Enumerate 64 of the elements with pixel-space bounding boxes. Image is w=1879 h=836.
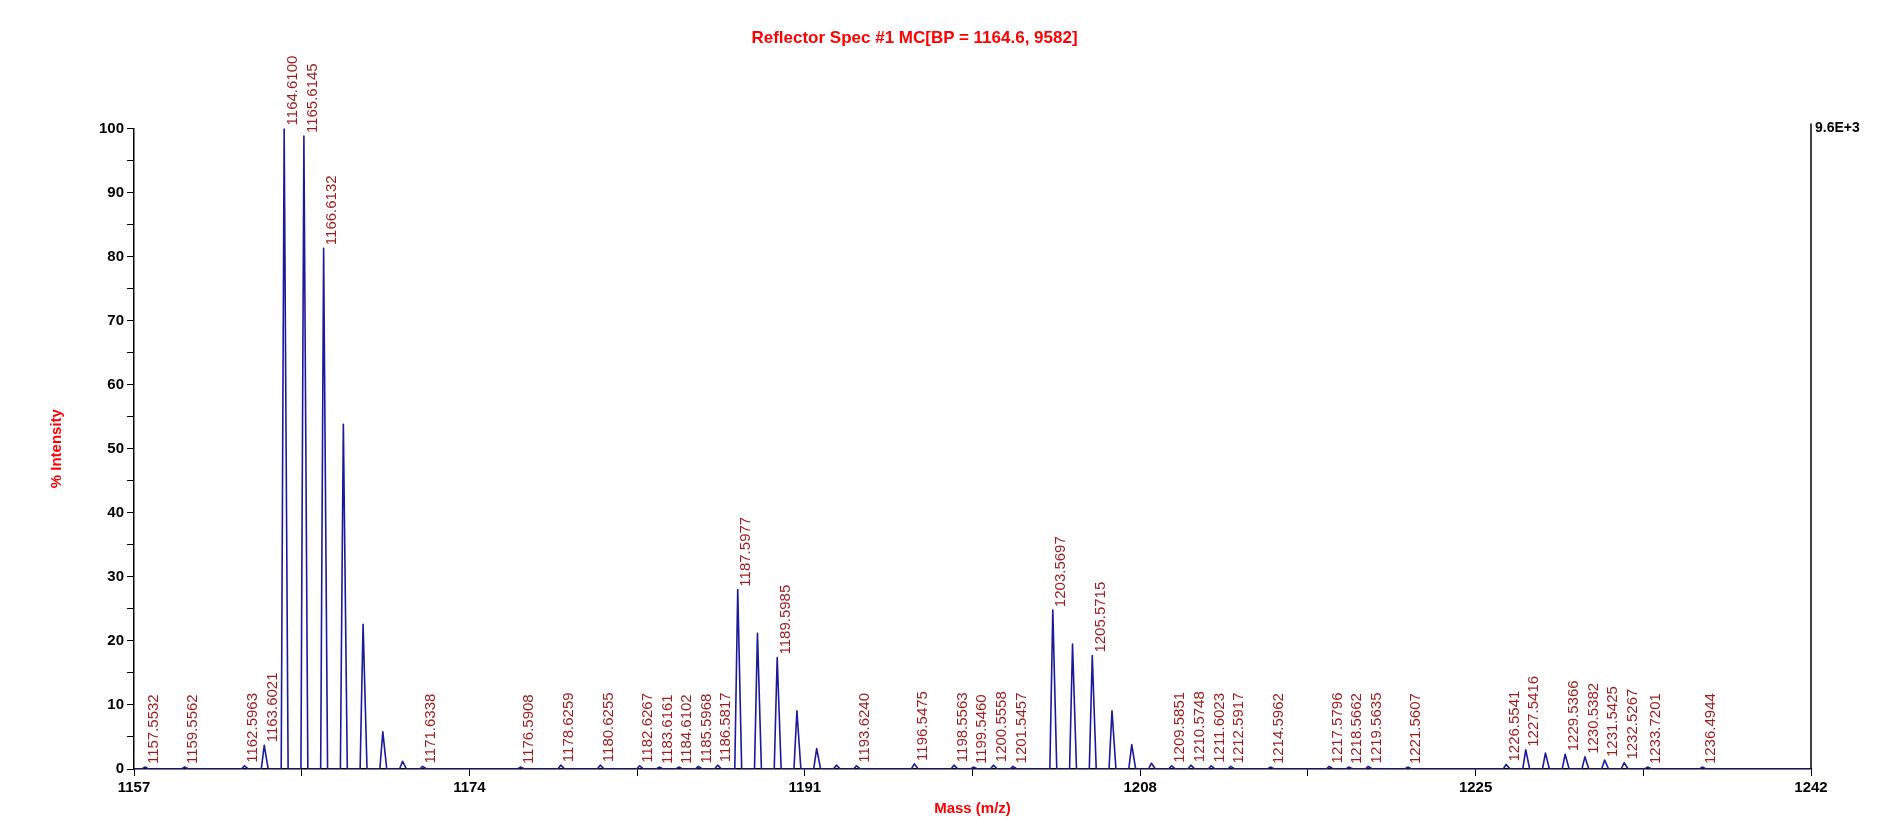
- annotation: 1165.6145: [302, 63, 320, 134]
- annotation: 1217.5796: [1327, 692, 1345, 764]
- x-axis-title: Mass (m/z): [934, 799, 1011, 817]
- annotation: 1219.5635: [1366, 692, 1384, 764]
- annotation: 1209.5851: [1170, 691, 1188, 763]
- annotation: 1162.5963: [243, 693, 261, 763]
- annotation: 1212.5917: [1229, 692, 1247, 764]
- annotation: 1211.6023: [1209, 693, 1227, 763]
- annotation: 1166.6132: [322, 175, 340, 246]
- y-tick-label: 40: [107, 502, 125, 520]
- x-tick-label: 1174: [453, 778, 487, 796]
- annotation: 1199.5460: [972, 694, 990, 765]
- annotation: 1229.5366: [1563, 680, 1581, 752]
- annotation: 1184.6102: [677, 694, 695, 765]
- annotation: 1171.6338: [421, 693, 439, 764]
- y-tick-label: 10: [107, 695, 125, 713]
- y-tick-label: 20: [107, 631, 125, 649]
- x-tick-label: 1157: [117, 778, 151, 796]
- annotation: 1186.5817: [716, 692, 734, 763]
- annotation: 1226.5541: [1504, 690, 1522, 762]
- y-tick-label: 50: [107, 438, 125, 456]
- annotation: 1236.4944: [1700, 693, 1718, 765]
- y-tick-label: 80: [107, 246, 125, 264]
- y-tick-label: 100: [99, 118, 125, 136]
- y-tick-label: 90: [107, 182, 125, 200]
- annotation: 1233.7201: [1646, 693, 1664, 765]
- annotation: 1182.6267: [638, 693, 656, 763]
- x-tick-label: 1225: [1458, 778, 1493, 796]
- y-tick-label: 30: [107, 566, 125, 584]
- chart-title: Reflector Spec #1 MC[BP = 1164.6, 9582]: [751, 27, 1078, 47]
- annotation: 1221.5607: [1406, 693, 1424, 765]
- annotation: 1198.5563: [952, 692, 970, 763]
- annotation: 1157.5532: [143, 694, 161, 765]
- annotation: 1227.5416: [1524, 675, 1542, 747]
- annotation: 1164.6100: [282, 55, 300, 126]
- annotation: 1232.5267: [1622, 688, 1640, 760]
- annotation: 1185.5968: [696, 693, 714, 764]
- annotation: 1183.6161: [657, 694, 675, 765]
- annotation: 1196.5475: [912, 691, 930, 761]
- annotation: 1205.5715: [1090, 581, 1108, 653]
- annotation: 1178.6259: [559, 692, 577, 763]
- annotation: 1230.5382: [1583, 682, 1601, 754]
- annotation: 1210.5748: [1189, 691, 1207, 763]
- annotation: 1176.5908: [519, 694, 537, 765]
- annotation: 1193.6240: [855, 693, 873, 763]
- y-tick-label: 0: [115, 759, 125, 777]
- y-tick-label: 60: [107, 374, 125, 392]
- annotation: 1201.5457: [1011, 692, 1029, 764]
- text: 9.6E+3: [1815, 119, 1860, 136]
- annotation: 1214.5962: [1269, 693, 1287, 765]
- annotation: 1180.6255: [598, 692, 616, 763]
- annotation: 1187.5977: [736, 516, 754, 587]
- x-tick-label: 1191: [788, 778, 822, 796]
- annotation: 1163.6021: [262, 672, 280, 743]
- annotation: 1200.5558: [992, 691, 1010, 763]
- y-axis-title: % Intensity: [47, 408, 65, 489]
- x-tick-label: 1242: [1794, 778, 1828, 796]
- annotation: 1203.5697: [1051, 536, 1069, 608]
- y-tick-label: 70: [107, 310, 125, 328]
- annotation: 1189.5985: [775, 584, 793, 655]
- annotation: 1159.5562: [183, 694, 201, 765]
- x-tick-label: 1208: [1123, 778, 1157, 796]
- annotation: 1218.5662: [1347, 693, 1365, 765]
- annotation: 1231.5425: [1603, 686, 1621, 758]
